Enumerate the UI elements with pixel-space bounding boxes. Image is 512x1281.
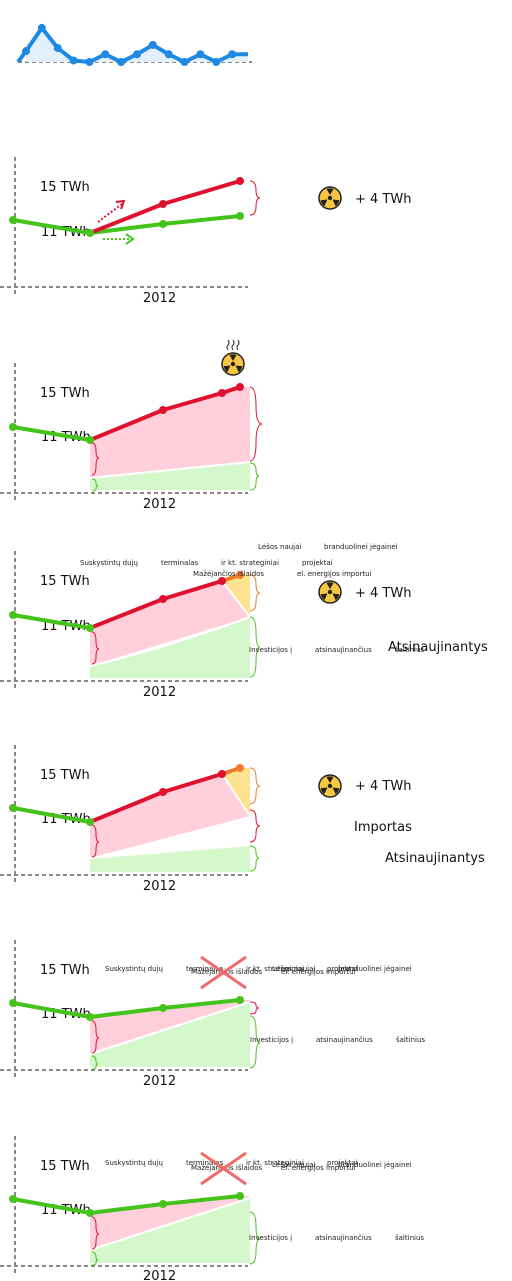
lng-label-3: ir kt. strateginiai — [246, 1159, 304, 1167]
nuclear-plus-label: + 4 TWh — [355, 192, 411, 207]
panel-1: 15 TWh 11 TWh + 4 TWh 2012 — [0, 157, 411, 306]
renew-label-3: šaltinius — [395, 646, 424, 654]
year-label: 2012 — [143, 291, 176, 306]
sparkline-point — [69, 56, 78, 65]
sparkline-point — [164, 50, 173, 59]
nuclear-cheap-label-1: Lėšos naujai — [272, 965, 315, 973]
sparkline-point — [228, 50, 237, 59]
lng-label-2: terminalas — [186, 965, 224, 973]
savings-label-2: el. energijos importui — [297, 570, 372, 578]
year-label: 2012 — [143, 685, 176, 700]
nuclear-icon — [318, 580, 342, 604]
nuclear-icon — [221, 352, 245, 376]
renew-label-1: Investicijos į — [250, 1036, 293, 1044]
sparkline-point — [212, 58, 221, 66]
label-15twh: 15 TWh — [40, 1159, 90, 1174]
nuclear-cheap-label-1: Lėšos naujai — [258, 543, 301, 551]
importas-label: Importas — [354, 820, 412, 835]
nuclear-plus-label: + 4 TWh — [355, 779, 411, 794]
lng-label-2: terminalas — [186, 1159, 224, 1167]
year-label: 2012 — [143, 1269, 176, 1281]
top-sparkline — [16, 23, 252, 66]
atsinaujinantys-label: Atsinaujinantys — [385, 851, 485, 866]
sparkline-point — [85, 58, 94, 66]
lng-label-4: projektai — [302, 559, 333, 567]
cross-icon — [200, 955, 247, 990]
nuclear-icon — [318, 186, 342, 210]
sparkline-point — [180, 58, 189, 66]
sparkline-point — [133, 50, 141, 59]
lng-label-3: ir kt. strateginiai — [246, 965, 304, 973]
renew-label-2: atsinaujinančius — [315, 1234, 372, 1242]
lng-label-4: projektai — [327, 965, 358, 973]
panel-5: 15 TWh 11 TWh Suskystintų dujų terminala… — [0, 940, 425, 1089]
lng-label-3: ir kt. strateginiai — [221, 559, 279, 567]
lng-label-1: Suskystintų dujų — [105, 965, 163, 973]
renew-label-1: Investicijos į — [249, 646, 292, 654]
label-15twh: 15 TWh — [40, 963, 90, 978]
renew-label-1: Investicijos į — [249, 1234, 292, 1242]
renew-label-2: atsinaujinančius — [316, 1036, 373, 1044]
savings-label-1: Mažėjančios išlaidos — [193, 570, 264, 578]
sparkline-point — [101, 50, 110, 59]
year-label: 2012 — [143, 1074, 176, 1089]
sparkline-point — [196, 50, 205, 59]
label-15twh: 15 TWh — [40, 574, 90, 589]
panel-3: 15 TWh 11 TWh Suskystintų dujų terminala… — [0, 543, 488, 700]
lng-label-2: terminalas — [161, 559, 199, 567]
sparkline-point — [148, 40, 157, 49]
nuclear-cheap-label-2: branduolinei jėgainei — [338, 1161, 412, 1169]
cross-icon — [200, 1151, 247, 1186]
lng-label-1: Suskystintų dujų — [80, 559, 138, 567]
lng-label-4: projektai — [327, 1159, 358, 1167]
nuclear-cheap-label-1: Lėšos naujai — [272, 1161, 315, 1169]
year-label: 2012 — [143, 879, 176, 894]
label-15twh: 15 TWh — [40, 180, 90, 195]
savings-label-2: el. energijos importui — [281, 1164, 356, 1172]
panel-4: 15 TWh 11 TWh + 4 TWh Importas Atsinauji… — [0, 745, 485, 894]
sparkline-point — [53, 44, 62, 53]
panel-6: 15 TWh 11 TWh Suskystintų dujų terminala… — [0, 1136, 424, 1281]
atsinaujinantys-label: Atsinaujinantys — [388, 640, 488, 655]
sparkline-point — [117, 58, 126, 66]
label-15twh: 15 TWh — [40, 768, 90, 783]
renew-label-3: šaltinius — [395, 1234, 424, 1242]
year-label: 2012 — [143, 497, 176, 512]
lng-label-1: Suskystintų dujų — [105, 1159, 163, 1167]
label-15twh: 15 TWh — [40, 386, 90, 401]
nuclear-cheap-label-2: branduolinei jėgainei — [324, 543, 398, 551]
nuclear-cheap-label-2: branduolinei jėgainei — [338, 965, 412, 973]
nuclear-plus-label: + 4 TWh — [355, 586, 411, 601]
sparkline-point — [22, 47, 30, 56]
renew-label-2: atsinaujinančius — [315, 646, 372, 654]
renew-label-3: šaltinius — [396, 1036, 425, 1044]
nuclear-icon — [318, 774, 342, 798]
savings-label-2: el. energijos importui — [281, 968, 356, 976]
sparkline-point — [37, 23, 46, 32]
panel-2: 15 TWh 11 TWh 2012 — [0, 339, 263, 512]
